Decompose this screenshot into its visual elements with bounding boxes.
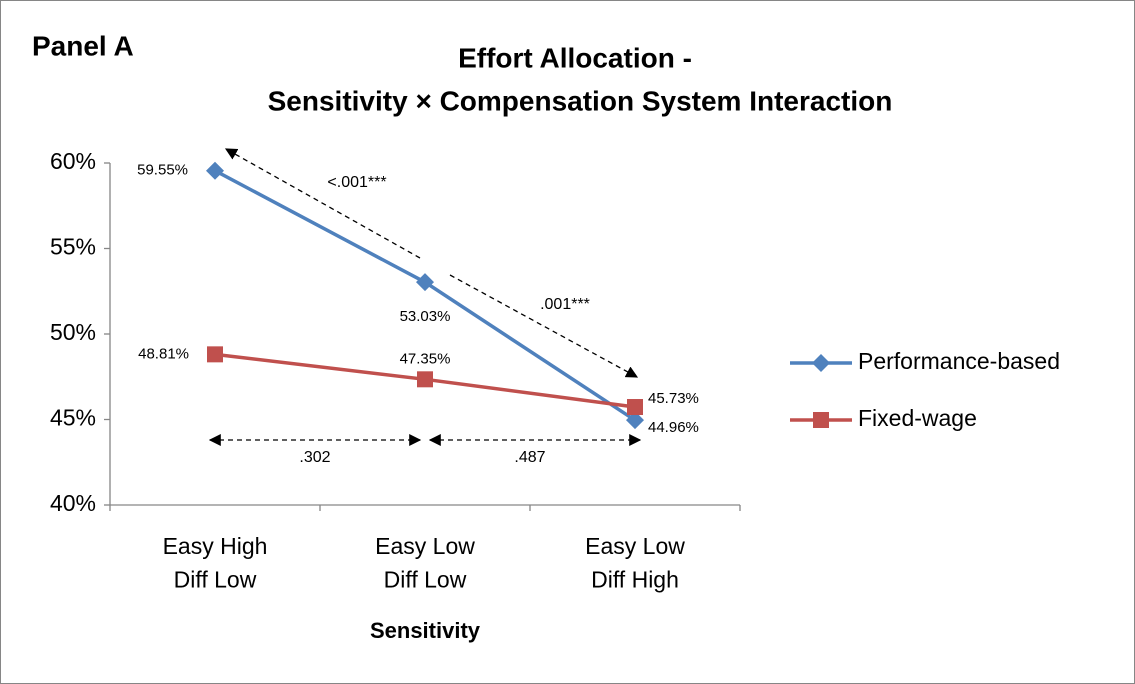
marker (417, 371, 433, 388)
marker (812, 354, 830, 372)
legend-label: Fixed-wage (858, 405, 977, 431)
annotation-arrow (224, 148, 421, 259)
chart-title: Effort Allocation - (458, 42, 692, 73)
annotation: .302 (299, 449, 330, 466)
annotation: .001*** (540, 296, 590, 313)
data-label: 47.35% (400, 350, 451, 367)
y-tick-label: 45% (50, 405, 96, 431)
marker (813, 412, 829, 428)
x-axis-label: Sensitivity (370, 618, 481, 643)
marker (416, 273, 434, 292)
data-label: 45.73% (648, 390, 699, 407)
data-label: 48.81% (138, 345, 189, 362)
x-tick-label: Easy High Diff Low (163, 533, 268, 592)
annotation: <.001*** (327, 174, 386, 191)
y-tick-label: 60% (50, 148, 96, 174)
legend-label: Performance-based (858, 348, 1060, 374)
x-tick-label: Easy Low Diff Low (375, 533, 475, 592)
data-label: 59.55% (137, 162, 188, 179)
y-tick-label: 50% (50, 319, 96, 345)
marker (207, 346, 223, 363)
data-label: 44.96% (648, 419, 699, 436)
marker (627, 399, 643, 416)
panel-label: Panel A (32, 30, 134, 61)
marker (626, 411, 644, 430)
x-tick-label: Easy Low Diff High (585, 533, 685, 592)
annotation: .487 (514, 449, 545, 466)
marker (206, 161, 224, 180)
chart-subtitle: Sensitivity × Compensation System Intera… (268, 85, 893, 116)
y-tick-label: 40% (50, 490, 96, 516)
y-tick-label: 55% (50, 234, 96, 260)
data-label: 53.03% (400, 308, 451, 325)
